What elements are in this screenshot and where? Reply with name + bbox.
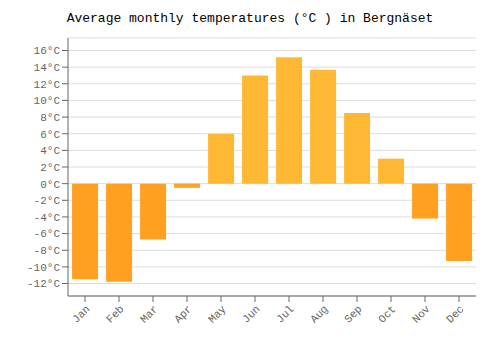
svg-text:0°C: 0°C [40,179,60,191]
html-text:Average monthly temperatures (: Average monthly temperatures (°C ) in Be… [66,11,434,26]
svg-text:14°C: 14°C [34,62,61,74]
svg-text:-2°C: -2°C [34,195,61,207]
svg-text:6°C: 6°C [40,129,60,141]
svg-text:Sep: Sep [342,303,364,325]
svg-text:8°C: 8°C [40,112,60,124]
svg-text:Jun: Jun [240,303,262,325]
svg-text:Oct: Oct [376,303,398,325]
svg-text:Nov: Nov [410,303,433,326]
svg-text:Dec: Dec [444,303,466,325]
svg-text:-12°C: -12°C [27,278,60,290]
svg-text:Jul: Jul [274,303,296,325]
svg-text:May: May [206,303,229,326]
svg-text:Jan: Jan [70,303,92,325]
svg-text:-6°C: -6°C [34,228,61,240]
svg-text:12°C: 12°C [34,79,61,91]
svg-text:Aug: Aug [308,303,330,325]
svg-text:2°C: 2°C [40,162,60,174]
svg-text:Apr: Apr [172,303,194,325]
svg-text:4°C: 4°C [40,145,60,157]
svg-text:10°C: 10°C [34,95,61,107]
svg-text:Feb: Feb [104,303,126,325]
svg-text:-10°C: -10°C [27,262,60,274]
svg-text:-4°C: -4°C [34,212,61,224]
svg-text:16°C: 16°C [34,45,61,57]
svg-text:-8°C: -8°C [34,245,61,257]
svg-text:Mar: Mar [138,303,160,325]
